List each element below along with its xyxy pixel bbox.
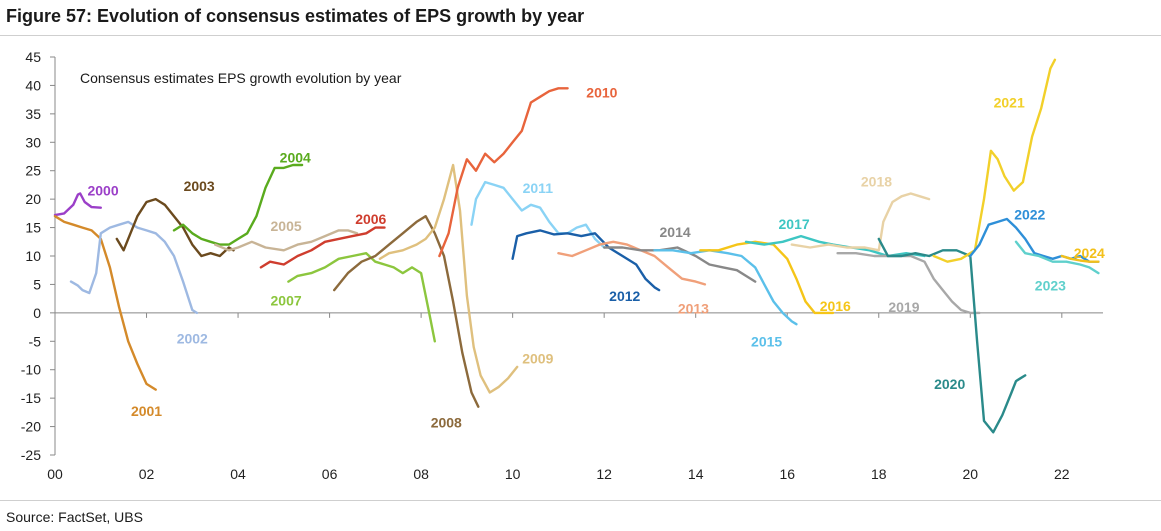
- series-line-2006: [259, 226, 386, 269]
- series-label-2012: 2012: [609, 288, 640, 304]
- x-tick-label: 00: [47, 466, 63, 482]
- x-tick-label: 14: [688, 466, 704, 482]
- series-labels: 2000 2001 2002 2003 2004 2005 2006 2007 2008 2009…: [87, 84, 1105, 430]
- y-tick-label: -25: [21, 447, 41, 463]
- y-tick-label: -15: [21, 390, 41, 406]
- series-label-2024: 2024: [1074, 245, 1105, 261]
- x-tick-label: 04: [230, 466, 246, 482]
- series-label-2022: 2022: [1014, 206, 1045, 222]
- series-label-2014: 2014: [660, 224, 691, 240]
- y-tick-label: 45: [25, 49, 41, 65]
- x-tick-label: 08: [413, 466, 429, 482]
- x-tick-label: 22: [1054, 466, 1070, 482]
- chart-inner-title: Consensus estimates EPS growth evolution…: [80, 70, 402, 86]
- y-tick-label: -5: [29, 333, 42, 349]
- y-tick-label: 0: [33, 305, 41, 321]
- x-tick-label: 16: [779, 466, 795, 482]
- series-line-2000: [53, 192, 103, 217]
- series-line-2008: [333, 214, 480, 408]
- series-label-2015: 2015: [751, 333, 782, 349]
- figure-title: Figure 57: Evolution of consensus estima…: [6, 6, 585, 26]
- series-label-2018: 2018: [861, 174, 892, 190]
- series-line-2018: [790, 192, 931, 252]
- x-tick-label: 20: [962, 466, 978, 482]
- source-divider: [0, 500, 1161, 501]
- y-tick-label: 25: [25, 163, 41, 179]
- x-tick-label: 18: [871, 466, 887, 482]
- series-label-2010: 2010: [586, 84, 617, 100]
- series-label-2004: 2004: [280, 150, 311, 166]
- series-label-2000: 2000: [87, 183, 118, 199]
- series-line-2019: [836, 251, 981, 315]
- series-label-2020: 2020: [934, 376, 965, 392]
- series-label-2017: 2017: [779, 216, 810, 232]
- series-line-2007: [287, 251, 436, 343]
- series-label-2019: 2019: [888, 299, 919, 315]
- series-lines: [53, 58, 1100, 434]
- series-label-2008: 2008: [431, 415, 462, 431]
- series-label-2013: 2013: [678, 300, 709, 316]
- y-tick-label: 20: [25, 191, 41, 207]
- y-tick-label: 5: [33, 276, 41, 292]
- series-line-2021: [932, 58, 1057, 263]
- series-line-2001: [53, 214, 157, 391]
- series-line-2005: [213, 229, 359, 252]
- y-tick-label: 10: [25, 248, 41, 264]
- source-note: Source: FactSet, UBS: [6, 509, 143, 525]
- series-line-2012: [511, 229, 661, 292]
- series-line-2022: [969, 217, 1100, 263]
- series-line-2020: [877, 237, 1027, 434]
- y-tick-label: -10: [21, 362, 41, 378]
- series-label-2005: 2005: [271, 218, 302, 234]
- y-tick-label: 15: [25, 220, 41, 236]
- series-line-2013: [557, 240, 707, 286]
- series-line-2002: [69, 220, 199, 315]
- series-line-2016: [699, 240, 835, 315]
- series-label-2007: 2007: [271, 292, 302, 308]
- title-divider: [0, 35, 1161, 36]
- series-line-2003: [115, 197, 235, 258]
- series-label-2001: 2001: [131, 403, 162, 419]
- series-label-2002: 2002: [177, 330, 208, 346]
- y-tick-label: 40: [25, 77, 41, 93]
- series-line-2011: [470, 180, 606, 249]
- series-label-2003: 2003: [184, 178, 215, 194]
- y-tick-label: 30: [25, 134, 41, 150]
- series-label-2016: 2016: [820, 298, 851, 314]
- series-label-2009: 2009: [522, 350, 553, 366]
- series-line-2004: [172, 163, 304, 246]
- series-label-2021: 2021: [994, 94, 1025, 110]
- series-label-2023: 2023: [1035, 278, 1066, 294]
- series-label-2006: 2006: [355, 211, 386, 227]
- x-tick-label: 12: [596, 466, 612, 482]
- y-tick-label: 35: [25, 106, 41, 122]
- x-tick-label: 10: [505, 466, 521, 482]
- series-line-2015: [653, 249, 798, 326]
- series-line-2014: [603, 246, 757, 283]
- x-tick-label: 02: [139, 466, 155, 482]
- x-tick-label: 06: [322, 466, 338, 482]
- y-tick-label: -20: [21, 419, 41, 435]
- series-line-2010: [438, 87, 569, 258]
- series-line-2024: [1060, 254, 1100, 263]
- series-label-2011: 2011: [523, 180, 554, 196]
- series-line-2023: [1014, 240, 1100, 275]
